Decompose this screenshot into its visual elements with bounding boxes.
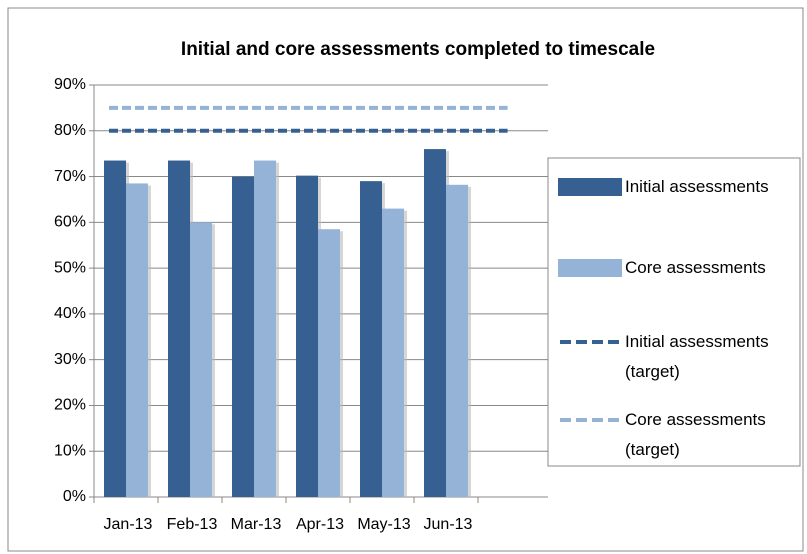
y-tick-label: 10% bbox=[54, 442, 86, 459]
legend-box bbox=[547, 157, 801, 467]
x-tick-label: Apr-13 bbox=[296, 516, 344, 533]
bar bbox=[254, 160, 276, 498]
y-tick-label: 60% bbox=[54, 214, 86, 231]
legend-entry: Core assessments bbox=[625, 258, 766, 277]
x-tick-label: Jun-13 bbox=[424, 516, 473, 533]
legend-label: Initial assessments bbox=[625, 177, 769, 196]
bar bbox=[190, 222, 212, 498]
legend-swatch bbox=[558, 259, 622, 277]
y-tick-label: 70% bbox=[54, 168, 86, 185]
y-tick-label: 0% bbox=[63, 488, 86, 505]
legend-entry: Initial assessments bbox=[625, 177, 769, 196]
legend-entry: Core assessments (target) bbox=[625, 410, 766, 459]
bar bbox=[424, 149, 446, 498]
y-tick-label: 20% bbox=[54, 397, 86, 414]
legend-label: Core assessments (target) bbox=[625, 410, 766, 459]
bar bbox=[446, 184, 468, 497]
x-tick-label: Jan-13 bbox=[104, 516, 153, 533]
bar bbox=[232, 176, 254, 498]
bar bbox=[382, 208, 404, 497]
y-tick-label: 90% bbox=[54, 76, 86, 93]
y-tick-label: 30% bbox=[54, 351, 86, 368]
legend-label: Initial assessments (target) bbox=[625, 332, 769, 381]
bar bbox=[296, 175, 318, 497]
y-tick-label: 50% bbox=[54, 259, 86, 276]
legend-label: Core assessments bbox=[625, 258, 766, 277]
bar bbox=[126, 183, 148, 497]
chart-title: Initial and core assessments completed t… bbox=[181, 39, 655, 60]
bar bbox=[104, 160, 126, 498]
y-tick-label: 40% bbox=[54, 305, 86, 322]
bar bbox=[360, 181, 382, 497]
legend-swatch bbox=[558, 178, 622, 196]
x-tick-label: Mar-13 bbox=[231, 516, 282, 533]
y-tick-label: 80% bbox=[54, 122, 86, 139]
x-tick-label: May-13 bbox=[357, 516, 410, 533]
bar bbox=[318, 229, 340, 497]
legend-entry: Initial assessments (target) bbox=[625, 332, 769, 381]
x-tick-label: Feb-13 bbox=[167, 516, 218, 533]
bar bbox=[168, 160, 190, 498]
